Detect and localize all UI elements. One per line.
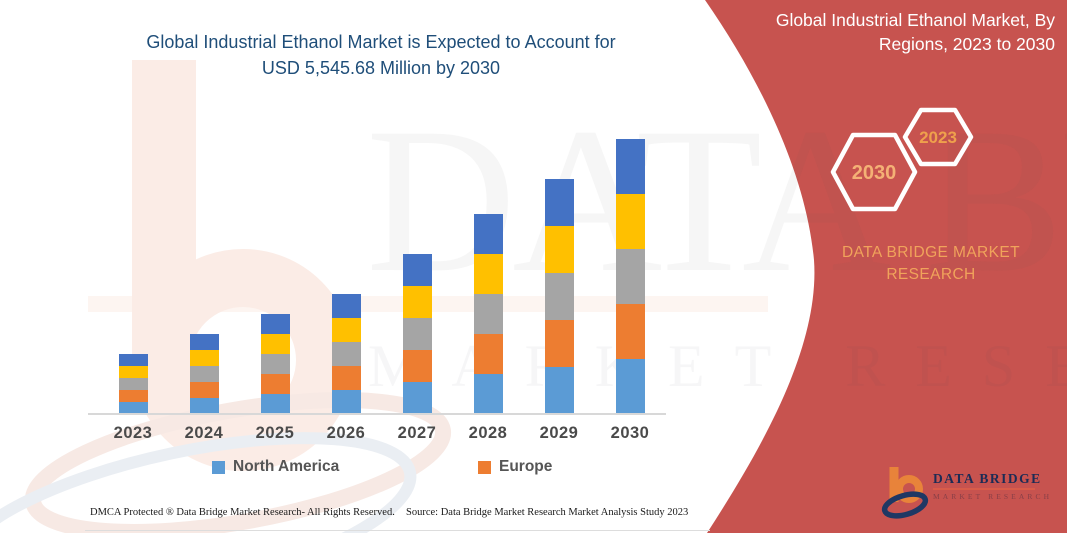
- bar-segment-north-america: [189, 397, 219, 414]
- bar-2029: [544, 178, 574, 414]
- logo-tagline: MARKET RESEARCH: [933, 492, 1053, 501]
- watermark-swirl: [24, 392, 452, 533]
- bar-segment-unlabeled-gold-region: [544, 225, 574, 273]
- bar-segment-unlabeled-gold-region: [615, 193, 645, 249]
- bar-segment-unlabeled-gold-region: [402, 285, 432, 318]
- bar-segment-north-america: [331, 389, 361, 414]
- bar-segment-europe: [260, 373, 290, 394]
- bar-segment-unlabeled-blue-region: [615, 138, 645, 194]
- bar-segment-unlabeled-gray-region: [473, 293, 503, 334]
- bar-2026: [331, 293, 361, 414]
- bar-segment-europe: [118, 389, 148, 402]
- bottom-border-line: [85, 530, 710, 531]
- watermark-b-bowl: [132, 249, 354, 471]
- logo-divider: [933, 488, 1035, 490]
- bar-2023: [118, 353, 148, 414]
- bar-2030: [615, 138, 645, 414]
- bar-segment-unlabeled-blue-region: [118, 353, 148, 366]
- chart-title-line2: USD 5,545.68 Million by 2030: [261, 58, 501, 78]
- legend-swatch-europe: [478, 460, 491, 474]
- ribbon-brand-text: DATA BRIDGE MARKET RESEARCH: [841, 244, 1020, 283]
- bar-segment-unlabeled-blue-region: [189, 333, 219, 350]
- bar-segment-unlabeled-gold-region: [118, 365, 148, 378]
- x-axis-label-2024: 2024: [184, 424, 224, 442]
- bar-segment-unlabeled-gold-region: [260, 333, 290, 354]
- legend-label-europe: Europe: [499, 458, 553, 475]
- bar-segment-north-america: [402, 381, 432, 414]
- bar-segment-unlabeled-gray-region: [331, 341, 361, 366]
- bar-segment-north-america: [118, 401, 148, 414]
- bar-segment-unlabeled-gray-region: [402, 317, 432, 350]
- bar-2024: [189, 333, 219, 414]
- watermark-subtitle-text: MARKET RESEARCH: [368, 333, 1067, 399]
- ribbon-heading: Global Industrial Ethanol Market, By Reg…: [775, 10, 1055, 54]
- bar-segment-europe: [473, 333, 503, 374]
- bar-segment-unlabeled-gray-region: [189, 365, 219, 382]
- bar-segment-unlabeled-gold-region: [473, 253, 503, 294]
- data-bridge-logo-icon: [881, 467, 929, 519]
- legend-swatch-north-america: [212, 460, 225, 474]
- bar-segment-europe: [331, 365, 361, 390]
- x-axis-label-2027: 2027: [397, 424, 437, 442]
- watermark-stripe: [88, 296, 768, 312]
- bar-2027: [402, 253, 432, 414]
- bar-segment-unlabeled-blue-region: [473, 213, 503, 254]
- legend-label-north-america: North America: [233, 458, 340, 475]
- watermark-b-stem: [132, 60, 196, 395]
- chart-title-line1: Global Industrial Ethanol Market is Expe…: [146, 32, 616, 52]
- bar-segment-unlabeled-gray-region: [260, 353, 290, 374]
- chart-title: Global Industrial Ethanol Market is Expe…: [95, 29, 667, 81]
- bar-segment-north-america: [473, 373, 503, 414]
- bar-segment-north-america: [544, 366, 574, 414]
- x-axis-label-2029: 2029: [539, 424, 579, 442]
- legend-item-north-america: North America: [212, 458, 339, 476]
- bar-2028: [473, 213, 503, 414]
- logo-d-swoosh: [881, 491, 929, 519]
- hexagon-2030-label: 2030: [852, 162, 897, 184]
- watermark-swirl-gray: [0, 432, 417, 533]
- bar-2025: [260, 313, 290, 414]
- logo-name: DATA BRIDGE: [933, 471, 1042, 486]
- bar-segment-unlabeled-gray-region: [544, 272, 574, 320]
- legend-item-europe: Europe: [478, 458, 552, 476]
- bar-segment-europe: [189, 381, 219, 398]
- hexagon-2023: [902, 107, 974, 167]
- bar-segment-north-america: [615, 358, 645, 414]
- bar-segment-unlabeled-gray-region: [118, 377, 148, 390]
- bar-segment-europe: [402, 349, 432, 382]
- x-axis-line: [88, 413, 666, 415]
- footer-dmca-text: DMCA Protected ® Data Bridge Market Rese…: [90, 507, 395, 518]
- x-axis-label-2023: 2023: [113, 424, 153, 442]
- x-axis-label-2030: 2030: [610, 424, 650, 442]
- bar-segment-unlabeled-blue-region: [260, 313, 290, 334]
- bar-segment-unlabeled-gold-region: [189, 349, 219, 366]
- bar-segment-unlabeled-gray-region: [615, 248, 645, 304]
- x-axis-label-2025: 2025: [255, 424, 295, 442]
- hexagon-2030: [830, 132, 918, 212]
- watermark-title-text: DATA BRIDGE: [366, 85, 1067, 315]
- bar-segment-europe: [615, 303, 645, 359]
- logo-b-bowl: [895, 475, 923, 503]
- x-axis-label-2028: 2028: [468, 424, 508, 442]
- bar-segment-unlabeled-blue-region: [544, 178, 574, 226]
- bar-segment-europe: [544, 319, 574, 367]
- x-axis-label-2026: 2026: [326, 424, 366, 442]
- red-ribbon-shape: [705, 0, 1067, 533]
- footer-source-text: Source: Data Bridge Market Research Mark…: [406, 507, 689, 518]
- bar-segment-unlabeled-blue-region: [402, 253, 432, 286]
- hexagon-2023-label: 2023: [919, 128, 957, 147]
- bar-segment-unlabeled-gold-region: [331, 317, 361, 342]
- bar-segment-unlabeled-blue-region: [331, 293, 361, 318]
- bar-segment-north-america: [260, 393, 290, 414]
